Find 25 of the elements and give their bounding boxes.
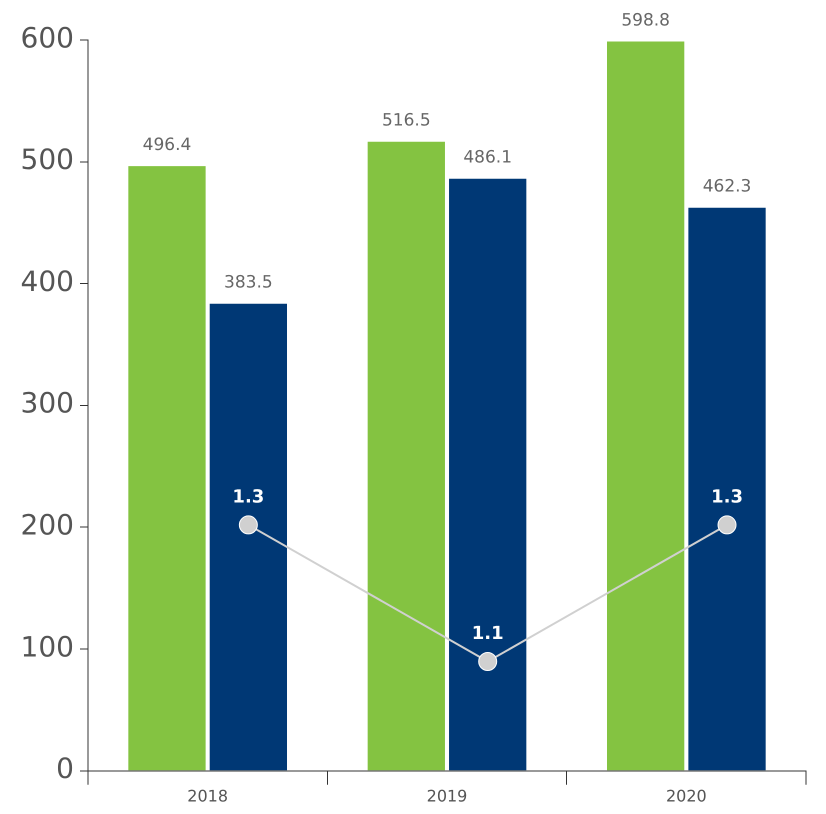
bar bbox=[368, 142, 445, 770]
bar bbox=[128, 166, 206, 770]
x-tick-label: 2019 bbox=[426, 786, 468, 806]
data-label: 1.3 bbox=[232, 486, 264, 508]
data-label: 516.5 bbox=[382, 110, 431, 131]
data-label: 496.4 bbox=[142, 135, 192, 156]
data-label: 462.3 bbox=[702, 176, 752, 197]
data-label: 383.5 bbox=[224, 272, 273, 293]
x-tick-label: 2020 bbox=[666, 786, 707, 806]
bar bbox=[210, 304, 288, 770]
y-tick-label: 200 bbox=[20, 508, 74, 542]
data-label: 1.3 bbox=[711, 486, 743, 508]
data-label: 1.1 bbox=[472, 623, 504, 644]
bar bbox=[606, 41, 684, 770]
y-tick-label: 0 bbox=[56, 752, 74, 786]
bar bbox=[688, 208, 766, 770]
bar bbox=[449, 178, 526, 770]
x-tick-label: 2018 bbox=[187, 786, 228, 806]
y-tick-label: 100 bbox=[20, 630, 74, 664]
y-tick-label: 300 bbox=[20, 386, 74, 420]
data-label: 486.1 bbox=[463, 148, 512, 168]
y-tick-label: 500 bbox=[20, 143, 74, 176]
y-tick-label: 600 bbox=[20, 21, 74, 54]
y-tick-label: 400 bbox=[20, 264, 74, 298]
data-label: 598.8 bbox=[621, 10, 670, 30]
